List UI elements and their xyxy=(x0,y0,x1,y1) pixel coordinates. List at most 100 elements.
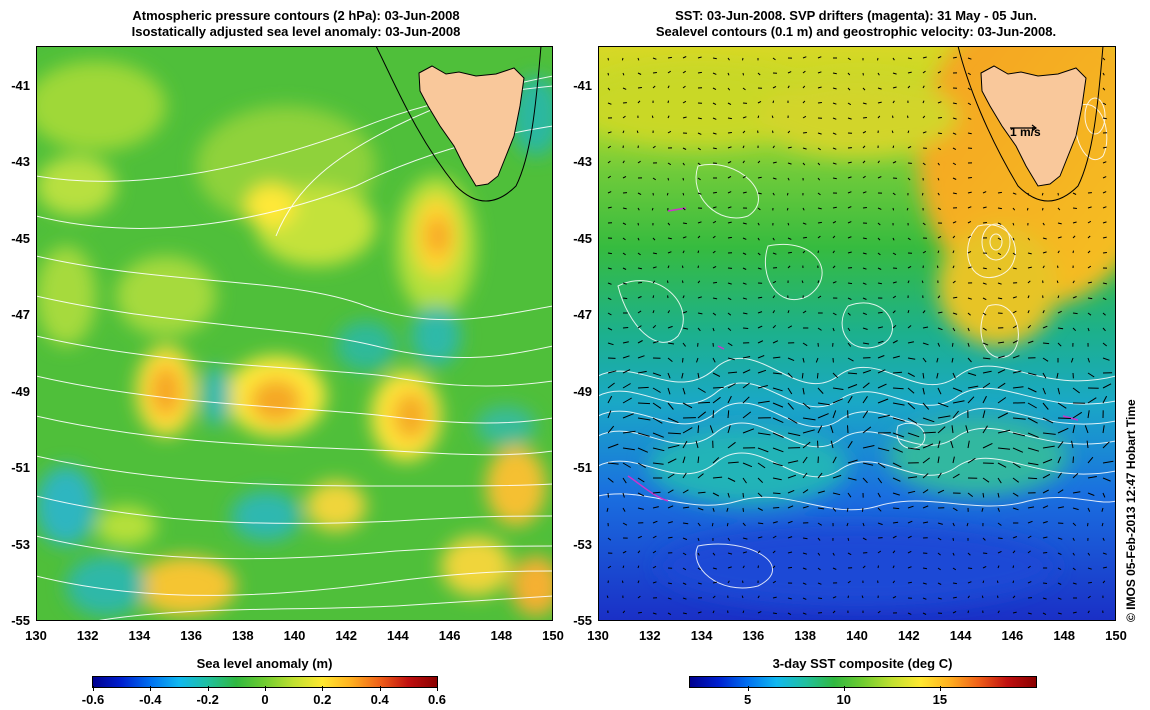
velocity-vector xyxy=(757,492,763,498)
velocity-vector xyxy=(967,102,972,106)
velocity-vector xyxy=(1102,460,1114,464)
velocity-vector xyxy=(862,477,868,484)
velocity-vector xyxy=(937,311,943,314)
velocity-vector xyxy=(1072,456,1074,464)
velocity-vector xyxy=(907,310,910,314)
right-x-tick: 136 xyxy=(742,628,765,643)
velocity-vector xyxy=(802,537,808,540)
right-colorbar-tick: 10 xyxy=(836,692,851,707)
velocity-vector xyxy=(667,265,670,269)
left-colorbar-tickmark xyxy=(265,686,266,691)
velocity-vector xyxy=(1027,252,1032,255)
right-y-tick: -53 xyxy=(573,536,592,552)
velocity-vector xyxy=(637,535,643,539)
velocity-vector xyxy=(652,266,657,269)
velocity-vector xyxy=(892,340,898,344)
velocity-vector xyxy=(742,396,750,404)
left-colorbar-tick: -0.4 xyxy=(139,692,162,707)
velocity-vector xyxy=(877,383,887,389)
velocity-vector xyxy=(709,425,714,434)
velocity-vector xyxy=(1102,161,1107,164)
velocity-vector xyxy=(712,357,716,363)
velocity-vector xyxy=(772,402,784,408)
velocity-vector xyxy=(937,597,942,600)
velocity-vector xyxy=(637,580,640,584)
velocity-vector xyxy=(922,115,926,119)
velocity-vector xyxy=(1027,340,1034,344)
velocity-vector xyxy=(1102,441,1110,449)
velocity-vector xyxy=(742,145,745,149)
velocity-vector xyxy=(682,70,686,74)
velocity-vector xyxy=(727,395,732,404)
velocity-vector xyxy=(832,387,844,390)
velocity-vector xyxy=(815,357,819,363)
velocity-vector xyxy=(847,236,852,239)
velocity-vector xyxy=(1102,425,1105,434)
velocity-vector xyxy=(697,117,702,120)
velocity-vector xyxy=(637,386,649,389)
velocity-vector xyxy=(1102,236,1107,239)
velocity-vector xyxy=(1072,192,1077,195)
velocity-vector xyxy=(1042,387,1046,395)
velocity-vector xyxy=(937,162,940,166)
velocity-vector xyxy=(802,100,806,104)
velocity-vector xyxy=(637,492,645,497)
velocity-vector xyxy=(787,489,795,494)
velocity-vector xyxy=(832,102,837,105)
velocity-vector xyxy=(697,221,702,224)
velocity-vector xyxy=(712,492,720,497)
velocity-vector xyxy=(892,86,897,89)
velocity-vector xyxy=(637,310,642,314)
velocity-vector xyxy=(952,221,957,224)
velocity-vector xyxy=(982,297,987,301)
velocity-vector xyxy=(877,355,885,359)
velocity-vector xyxy=(1027,550,1031,554)
velocity-vector xyxy=(1057,597,1062,600)
velocity-vector xyxy=(847,312,851,316)
velocity-vector xyxy=(967,72,971,76)
left-title-line2: Isostatically adjusted sea level anomaly… xyxy=(131,24,461,39)
velocity-vector xyxy=(667,387,671,395)
velocity-scale-label: 1 m/s xyxy=(1010,125,1041,139)
velocity-vector xyxy=(937,567,941,571)
velocity-vector xyxy=(892,387,904,390)
velocity-vector xyxy=(832,474,842,479)
velocity-vector xyxy=(817,522,822,526)
velocity-vector xyxy=(1012,267,1017,270)
velocity-vector xyxy=(1042,552,1048,554)
velocity-vector xyxy=(1056,372,1059,379)
velocity-vector xyxy=(907,372,915,378)
velocity-vector xyxy=(742,222,747,225)
velocity-vector xyxy=(697,147,701,151)
velocity-vector xyxy=(892,207,895,211)
velocity-vector xyxy=(907,490,916,494)
velocity-vector xyxy=(802,582,807,585)
velocity-vector xyxy=(967,581,972,584)
velocity-vector xyxy=(772,310,776,314)
velocity-vector xyxy=(1087,357,1090,363)
velocity-vector xyxy=(1042,521,1048,524)
right-title-line1: SST: 03-Jun-2008. SVP drifters (magenta)… xyxy=(675,8,1037,23)
velocity-vector xyxy=(862,462,874,466)
left-x-tick: 150 xyxy=(542,628,564,643)
velocity-vector xyxy=(802,115,807,119)
velocity-vector xyxy=(907,612,912,615)
velocity-vector xyxy=(652,447,665,452)
velocity-vector xyxy=(817,207,822,210)
velocity-vector xyxy=(862,87,866,91)
velocity-vector xyxy=(982,312,987,316)
velocity-vector xyxy=(757,252,761,256)
velocity-vector xyxy=(697,473,704,479)
right-y-tick: -55 xyxy=(573,613,592,628)
velocity-vector xyxy=(637,402,651,405)
velocity-vector xyxy=(801,280,804,284)
velocity-vector xyxy=(862,426,872,434)
right-title-line2: Sealevel contours (0.1 m) and geostrophi… xyxy=(655,24,1057,39)
velocity-vector xyxy=(622,115,626,119)
velocity-vector xyxy=(952,132,957,135)
velocity-vector xyxy=(982,222,987,224)
velocity-vector xyxy=(922,457,931,464)
velocity-vector xyxy=(922,489,929,494)
velocity-vector xyxy=(937,327,943,331)
velocity-vector xyxy=(667,251,672,254)
